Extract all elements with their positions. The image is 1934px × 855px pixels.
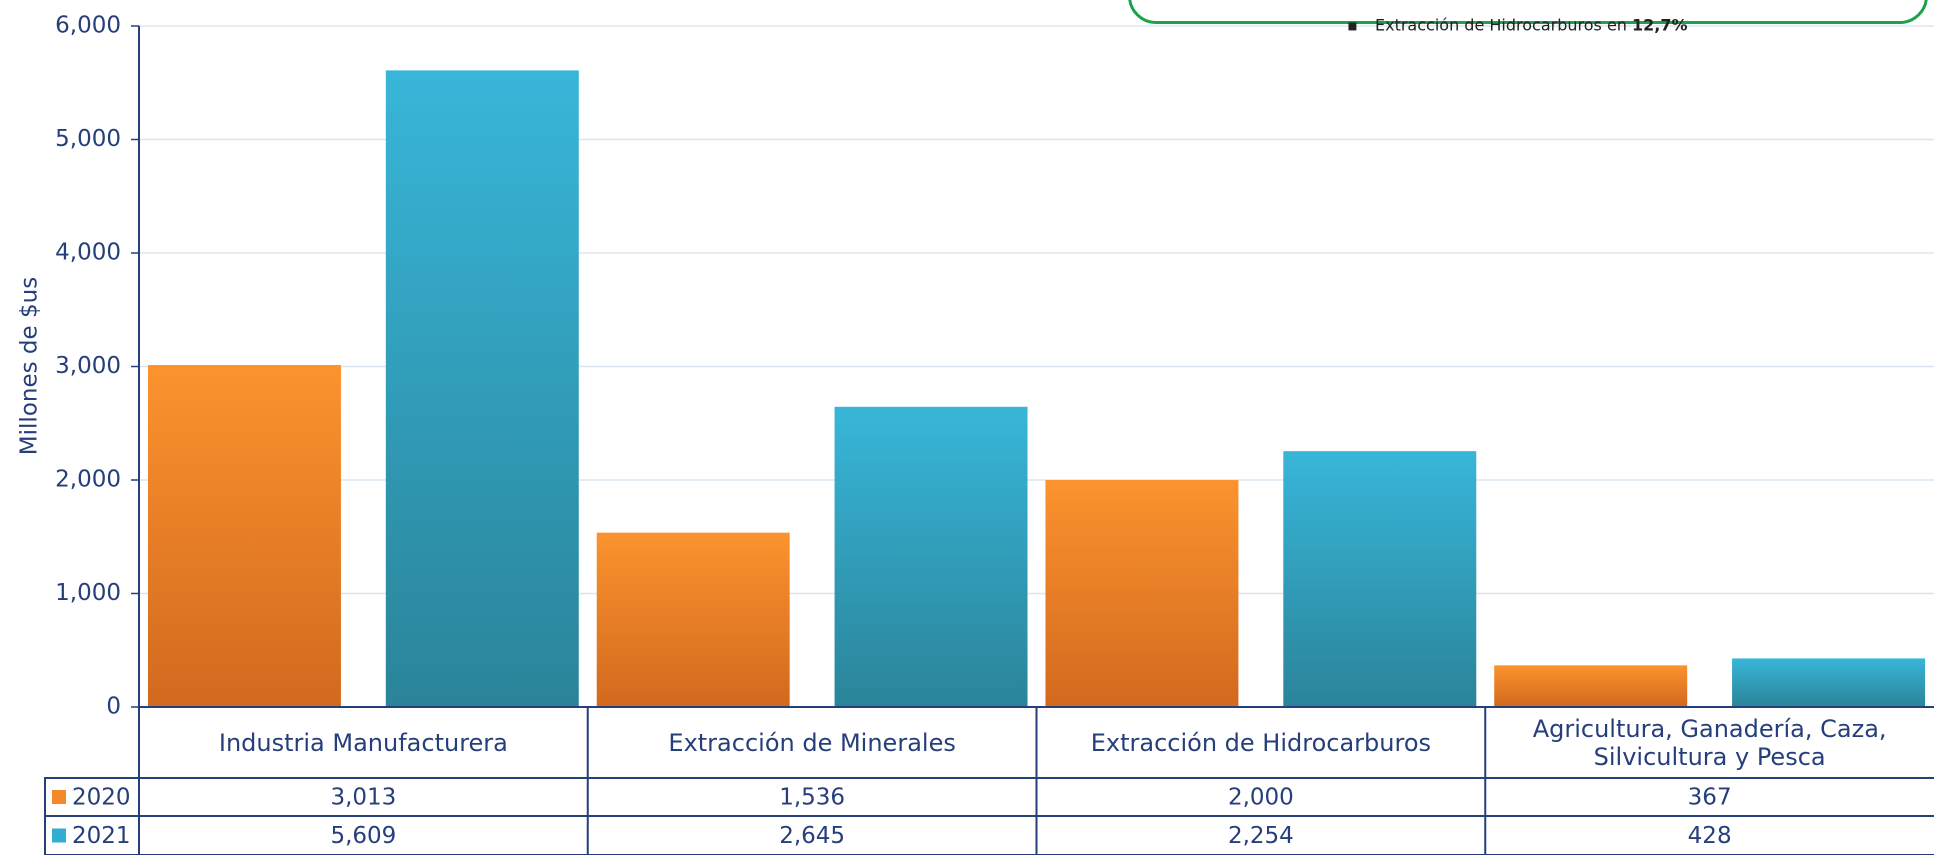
bar <box>834 406 1028 707</box>
legend-label: 2020 <box>72 785 131 811</box>
bar <box>147 365 341 707</box>
table-value: 367 <box>1688 785 1732 811</box>
y-tick-label: 0 <box>106 694 121 720</box>
bar <box>596 532 790 707</box>
y-tick-label: 3,000 <box>55 353 121 379</box>
annotation-text: Extracción de Hidrocarburos en <box>1375 15 1627 35</box>
y-axis-title: Millones de $us <box>17 277 43 455</box>
y-tick-label: 4,000 <box>55 240 121 266</box>
table-value: 2,000 <box>1228 785 1294 811</box>
legend-swatch <box>52 828 66 843</box>
y-tick-label: 6,000 <box>55 13 121 39</box>
legend-label: 2021 <box>72 823 131 849</box>
x-tick-label: Industria Manufacturera <box>218 728 508 757</box>
bar <box>1494 665 1688 707</box>
y-tick-label: 5,000 <box>55 126 121 152</box>
legend-swatch <box>52 790 66 804</box>
table-value: 428 <box>1688 823 1732 849</box>
table-value: 5,609 <box>330 823 396 849</box>
table-value: 3,013 <box>330 785 396 811</box>
x-tick-label: Extracción de Hidrocarburos <box>1090 728 1432 757</box>
bar <box>1732 658 1926 707</box>
x-tick-label: Extracción de Minerales <box>668 728 956 757</box>
table-value: 2,254 <box>1228 823 1294 849</box>
annotation: Extracción de Hidrocarburos en 12,7% <box>1347 15 1688 35</box>
bar <box>1045 480 1239 707</box>
bar <box>385 70 579 708</box>
annotation-highlight: 12,7% <box>1632 15 1688 35</box>
table-value: 1,536 <box>779 785 845 811</box>
table-value: 2,645 <box>779 823 845 849</box>
bar <box>1283 451 1477 707</box>
y-tick-label: 2,000 <box>55 467 121 493</box>
y-tick-label: 1,000 <box>55 580 121 606</box>
x-tick-label: Agricultura, Ganadería, Caza, Silvicultu… <box>1532 714 1887 771</box>
